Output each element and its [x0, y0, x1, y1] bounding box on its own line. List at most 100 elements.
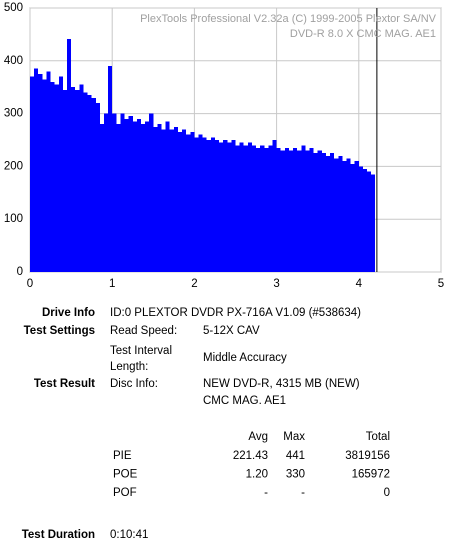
table-header: Total	[366, 431, 390, 443]
label: Drive Info	[42, 307, 95, 319]
bar	[50, 81, 55, 272]
bar	[190, 132, 195, 272]
bar	[239, 142, 244, 272]
y-tick-label: 200	[4, 160, 23, 172]
bar	[91, 97, 96, 272]
bar	[301, 145, 306, 272]
bar	[58, 76, 63, 272]
bar	[83, 92, 88, 272]
bar	[145, 121, 150, 273]
bar	[284, 147, 289, 272]
label: Test Interval	[110, 345, 172, 357]
value: 0:10:41	[110, 529, 148, 541]
bar	[251, 145, 257, 272]
bar	[71, 87, 76, 272]
value: 5-12X CAV	[203, 325, 260, 337]
bar	[116, 124, 121, 272]
bar	[293, 147, 298, 272]
x-tick-label: 4	[356, 278, 363, 290]
bar	[173, 126, 178, 272]
y-tick-label: 300	[4, 108, 23, 120]
bar	[42, 79, 47, 272]
bar	[75, 89, 80, 272]
bar	[206, 140, 211, 272]
bar	[235, 145, 240, 272]
plot	[29, 7, 442, 273]
value: NEW DVD-R, 4315 MB (NEW)	[203, 378, 360, 390]
x-tick-label: 1	[109, 278, 115, 290]
bar	[30, 76, 35, 272]
bar	[371, 174, 376, 272]
table-header: Avg	[248, 431, 268, 443]
bar	[338, 155, 343, 272]
bar	[350, 163, 355, 272]
table-cell: PIE	[113, 450, 132, 462]
table-cell: -	[301, 487, 305, 499]
value: ID:0 PLEXTOR DVDR PX-716A V1.09 (#538634…	[110, 307, 361, 319]
label: Length:	[110, 361, 148, 373]
bar	[223, 140, 228, 272]
bar	[79, 84, 84, 272]
bar	[231, 140, 236, 272]
bar	[354, 161, 359, 272]
bar	[186, 134, 191, 272]
bar	[120, 113, 125, 272]
bar	[227, 142, 232, 272]
x-tick-label: 3	[273, 278, 279, 290]
x-tick-label: 0	[27, 278, 33, 290]
bar	[288, 150, 294, 272]
bar	[309, 147, 314, 272]
table-cell: POE	[113, 469, 138, 481]
watermark: DVD-R 8.0 X CMC MAG. AE1	[290, 28, 436, 40]
bar	[165, 121, 170, 273]
bar	[87, 95, 92, 273]
bar	[108, 66, 113, 272]
bar	[66, 39, 72, 272]
label: Read Speed:	[110, 325, 177, 337]
y-tick-label: 100	[4, 213, 23, 225]
bar	[313, 153, 318, 272]
bar	[157, 124, 162, 272]
bar	[305, 150, 310, 272]
bar	[321, 153, 326, 272]
table-cell: 0	[384, 487, 390, 499]
table-cell: 330	[286, 469, 305, 481]
bar	[202, 137, 207, 272]
bar	[362, 169, 368, 272]
bar	[177, 132, 183, 272]
value: CMC MAG. AE1	[203, 395, 286, 407]
x-tick-label: 2	[191, 278, 197, 290]
label: Test Settings	[24, 325, 95, 337]
bar	[140, 124, 146, 272]
bar	[280, 150, 285, 272]
bar	[182, 129, 187, 272]
label: Test Duration	[22, 529, 95, 541]
watermark: PlexTools Professional V2.32a (C) 1999-2…	[140, 13, 437, 25]
bar	[194, 137, 199, 272]
bar	[330, 153, 335, 272]
bar	[276, 147, 281, 272]
bar	[247, 142, 252, 272]
bar	[112, 113, 117, 272]
bar	[260, 145, 265, 272]
table-cell: 165972	[352, 469, 390, 481]
table-cell: 3819156	[345, 450, 390, 462]
table-cell: 1.20	[246, 469, 268, 481]
bar	[62, 89, 67, 272]
bar	[210, 137, 215, 272]
label: Test Result	[34, 378, 95, 390]
y-tick-label: 0	[17, 266, 23, 278]
value: Middle Accuracy	[203, 352, 287, 364]
bar	[95, 103, 100, 272]
bar	[264, 147, 269, 272]
bar	[46, 71, 51, 272]
table-cell: 441	[286, 450, 305, 462]
table: PIE 221.43 441 3819156 POE 1.20 330 165972 POF - -…	[113, 450, 390, 499]
bar	[358, 166, 363, 272]
bar	[367, 171, 372, 272]
bar	[342, 161, 347, 272]
bar	[317, 150, 322, 272]
bar	[325, 155, 331, 272]
